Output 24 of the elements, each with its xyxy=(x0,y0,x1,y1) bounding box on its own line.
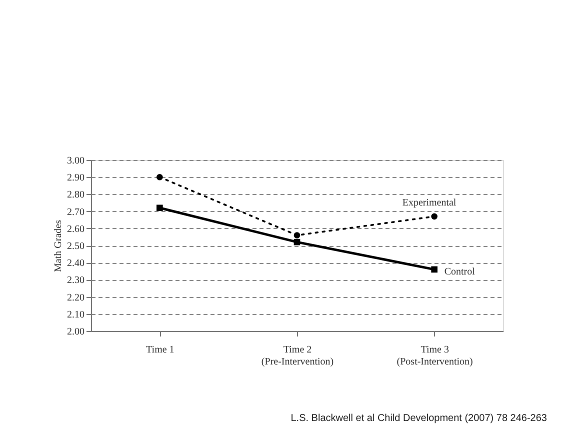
x-tick-label: Time 2 (Pre-Intervention) xyxy=(261,344,334,368)
x-tick-label: Time 3 (Post-Intervention) xyxy=(396,344,473,368)
text: L.S. Blackwell et al Child Development (2007) 78 246-263 xyxy=(290,413,548,424)
y-tick-label: 2.00 xyxy=(67,326,84,338)
y-tick-label: 2.30 xyxy=(67,275,84,286)
y-tick-label: 2.40 xyxy=(67,258,84,270)
point xyxy=(156,204,163,212)
y-tick-label: 2.20 xyxy=(67,292,84,304)
point xyxy=(431,266,438,273)
series-label: Experimental xyxy=(402,197,456,208)
y-tick-label: 3.00 xyxy=(67,156,84,166)
y-tick-label: 2.90 xyxy=(67,172,84,184)
point xyxy=(294,238,300,246)
y-axis-title: Math Grades xyxy=(53,220,64,272)
y-tick-label: 2.80 xyxy=(67,190,84,201)
y-tick-label: 2.70 xyxy=(67,206,84,218)
point xyxy=(431,213,438,220)
point xyxy=(294,232,300,238)
y-tick-label: 2.50 xyxy=(67,241,84,252)
y-tick-label: 2.10 xyxy=(67,309,84,320)
y-tick-label: 2.60 xyxy=(67,224,84,235)
x-tick-label: Time 1 xyxy=(146,344,174,356)
series-label: Control xyxy=(444,266,476,278)
point xyxy=(156,174,163,180)
